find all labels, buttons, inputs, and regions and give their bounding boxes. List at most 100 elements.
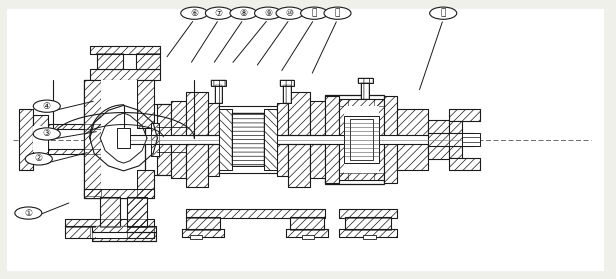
- Bar: [449, 109, 480, 121]
- Bar: [48, 124, 119, 129]
- Circle shape: [33, 128, 60, 140]
- Bar: [362, 83, 369, 99]
- Circle shape: [301, 7, 328, 19]
- Bar: [375, 99, 384, 180]
- Circle shape: [180, 7, 208, 19]
- Circle shape: [324, 7, 351, 19]
- Bar: [290, 217, 324, 230]
- Bar: [65, 219, 155, 227]
- Bar: [84, 80, 101, 196]
- Bar: [339, 229, 397, 237]
- Text: ⑨: ⑨: [264, 9, 272, 18]
- Text: ⑫: ⑫: [335, 9, 340, 18]
- Bar: [90, 69, 161, 80]
- Bar: [33, 126, 48, 152]
- Bar: [186, 217, 220, 230]
- Circle shape: [230, 7, 257, 19]
- Text: ⑪: ⑪: [312, 9, 317, 18]
- Bar: [449, 121, 461, 158]
- Bar: [92, 225, 156, 232]
- Bar: [264, 109, 277, 170]
- Bar: [128, 197, 147, 227]
- Bar: [48, 149, 119, 154]
- Bar: [310, 101, 325, 178]
- Bar: [339, 99, 384, 106]
- Bar: [158, 104, 171, 175]
- Bar: [339, 210, 397, 218]
- Bar: [384, 97, 397, 182]
- Bar: [136, 54, 161, 69]
- Bar: [158, 104, 171, 175]
- Text: ⑦: ⑦: [215, 9, 223, 18]
- Bar: [97, 54, 123, 69]
- Circle shape: [33, 100, 60, 112]
- Bar: [84, 80, 101, 196]
- Bar: [264, 109, 277, 170]
- Text: ②: ②: [34, 155, 43, 163]
- Bar: [171, 101, 186, 178]
- Bar: [286, 229, 328, 237]
- Bar: [137, 80, 155, 128]
- Bar: [65, 219, 155, 227]
- Text: ⑥: ⑥: [190, 9, 198, 18]
- Bar: [344, 106, 379, 173]
- Text: ④: ④: [43, 102, 51, 111]
- Bar: [219, 109, 232, 170]
- Text: ①: ①: [24, 209, 33, 218]
- Bar: [397, 109, 428, 170]
- Bar: [280, 80, 294, 86]
- Bar: [225, 113, 271, 166]
- Text: ⑩: ⑩: [285, 9, 294, 18]
- Bar: [120, 134, 466, 145]
- Bar: [286, 229, 328, 237]
- Circle shape: [25, 153, 52, 165]
- Bar: [118, 128, 130, 148]
- Bar: [208, 104, 219, 175]
- Bar: [101, 80, 137, 189]
- Bar: [232, 113, 264, 166]
- Bar: [152, 123, 159, 156]
- Bar: [19, 109, 33, 170]
- Bar: [84, 80, 145, 198]
- Bar: [384, 97, 397, 182]
- Bar: [283, 85, 291, 104]
- Bar: [219, 109, 232, 170]
- Bar: [137, 80, 155, 128]
- Bar: [182, 229, 224, 237]
- Bar: [219, 106, 277, 173]
- Bar: [290, 217, 324, 230]
- Bar: [362, 83, 369, 99]
- Bar: [92, 225, 156, 232]
- Bar: [280, 80, 294, 86]
- Bar: [97, 54, 123, 69]
- Bar: [350, 119, 373, 160]
- Bar: [339, 229, 397, 237]
- Bar: [325, 97, 339, 182]
- Bar: [461, 133, 480, 146]
- Bar: [186, 210, 325, 218]
- Text: ⑧: ⑧: [240, 9, 248, 18]
- Bar: [48, 124, 119, 129]
- Bar: [428, 120, 449, 159]
- Bar: [214, 85, 222, 104]
- Bar: [100, 197, 120, 227]
- Bar: [288, 92, 310, 187]
- Bar: [65, 226, 90, 238]
- Bar: [186, 92, 208, 187]
- Bar: [302, 235, 314, 239]
- Circle shape: [430, 7, 456, 19]
- Bar: [90, 46, 161, 54]
- Text: ⑬: ⑬: [440, 9, 446, 18]
- Bar: [288, 92, 310, 187]
- Bar: [137, 170, 155, 198]
- Bar: [182, 229, 224, 237]
- Bar: [211, 80, 225, 86]
- Bar: [344, 116, 379, 163]
- Bar: [339, 173, 384, 180]
- Bar: [48, 149, 119, 154]
- Circle shape: [276, 7, 303, 19]
- Bar: [190, 235, 202, 239]
- Bar: [325, 97, 339, 182]
- Bar: [214, 85, 222, 104]
- Bar: [211, 80, 225, 86]
